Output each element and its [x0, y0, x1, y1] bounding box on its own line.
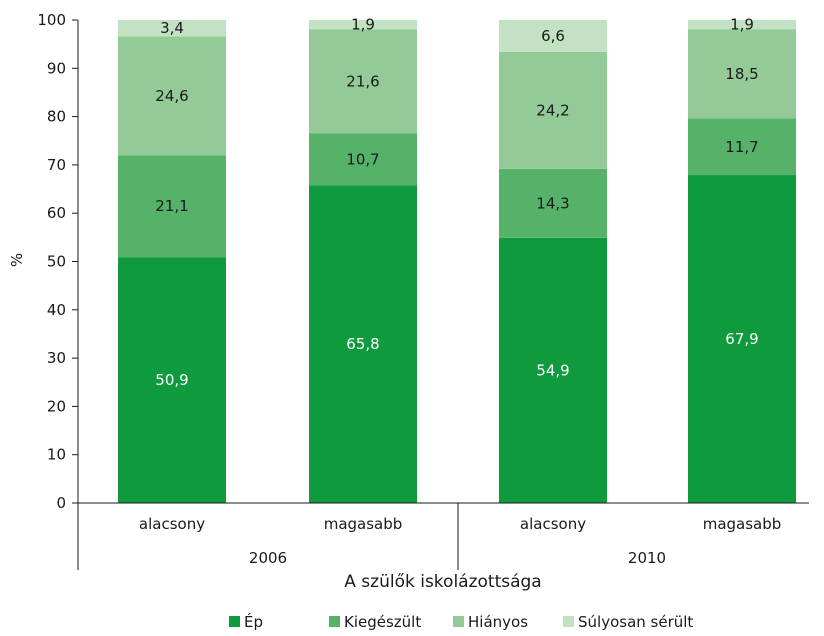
data-label: 1,9: [351, 16, 375, 34]
legend-swatch: [563, 616, 574, 627]
bar-segment: [118, 257, 226, 503]
y-tick-label: 20: [47, 397, 66, 415]
y-tick-label: 40: [47, 301, 66, 319]
data-label: 1,9: [730, 16, 754, 34]
data-label: 54,9: [536, 361, 569, 379]
bar-segment: [499, 237, 607, 503]
x-category-label: magasabb: [703, 515, 782, 533]
y-tick-label: 100: [37, 11, 66, 29]
bar-segment: [309, 133, 417, 186]
legend-swatch: [229, 616, 240, 627]
y-tick-label: 10: [47, 446, 66, 464]
data-label: 18,5: [725, 65, 758, 83]
bar-segment: [688, 20, 796, 30]
y-axis-title: %: [8, 253, 26, 267]
bar-segment: [688, 29, 796, 119]
data-label: 50,9: [155, 371, 188, 389]
bar-segment: [688, 118, 796, 176]
bar-segment: [688, 175, 796, 503]
data-label: 10,7: [346, 150, 379, 168]
y-tick-label: 90: [47, 59, 66, 77]
data-label: 24,6: [155, 87, 188, 105]
data-label: 21,1: [155, 197, 188, 215]
y-tick-label: 0: [56, 494, 66, 512]
bar-segment: [118, 155, 226, 258]
data-label: 6,6: [541, 27, 565, 45]
bar-segment: [309, 185, 417, 503]
data-label: 11,7: [725, 138, 758, 156]
legend-label: Súlyosan sérült: [578, 613, 693, 631]
data-label: 65,8: [346, 335, 379, 353]
legend-label: Hiányos: [468, 613, 528, 631]
y-tick-label: 60: [47, 204, 66, 222]
bar-segment: [118, 36, 226, 156]
bar-segment: [499, 51, 607, 169]
legend-swatch: [453, 616, 464, 627]
bar-segment: [309, 29, 417, 134]
y-tick-label: 30: [47, 349, 66, 367]
legend-swatch: [329, 616, 340, 627]
x-axis-title: A szülők iskolázottsága: [344, 572, 541, 592]
y-tick-label: 80: [47, 108, 66, 126]
legend-label: Kiegészült: [344, 613, 421, 631]
y-tick-label: 50: [47, 253, 66, 271]
plot-area: 0 10 20 30 40 50 60 70 80 90 100 50,9 21,1 24,6 3,4 65,…: [37, 11, 809, 570]
data-label: 14,3: [536, 194, 569, 212]
data-label: 67,9: [725, 330, 758, 348]
data-label: 21,6: [346, 72, 379, 90]
bar-segment: [499, 168, 607, 238]
x-category-label: alacsony: [520, 515, 586, 533]
bar-segment: [499, 20, 607, 52]
bar-segment: [309, 20, 417, 30]
data-label: 3,4: [160, 19, 184, 37]
y-tick-label: 70: [47, 156, 66, 174]
x-category-label: magasabb: [324, 515, 403, 533]
x-group-label: 2006: [249, 549, 287, 567]
x-group-label: 2010: [628, 549, 666, 567]
legend: Ép Kiegészült Hiányos Súlyosan sérült: [229, 612, 693, 631]
bar-segment: [118, 20, 226, 37]
data-label: 24,2: [536, 101, 569, 119]
legend-label: Ép: [244, 612, 263, 631]
x-category-label: alacsony: [139, 515, 205, 533]
